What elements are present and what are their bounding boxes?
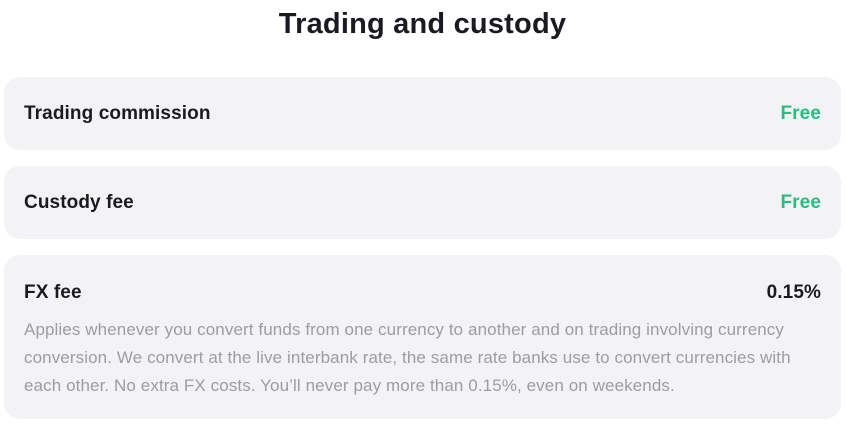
fee-label-trading-commission: Trading commission xyxy=(24,102,211,124)
fee-label-fx-fee: FX fee xyxy=(24,282,82,303)
fee-label-custody-fee: Custody fee xyxy=(24,191,134,213)
section-title: Trading and custody xyxy=(278,8,567,40)
fee-description-fx-fee: Applies whenever you convert funds from … xyxy=(24,320,791,395)
fee-card-custody-fee: Custody fee Free xyxy=(4,166,841,239)
fee-value-custody-fee: Free xyxy=(780,191,821,213)
fee-row: Custody fee Free xyxy=(24,192,821,214)
fee-value-trading-commission: Free xyxy=(780,102,821,124)
fee-value-fx-fee: 0.15% xyxy=(766,282,821,303)
fee-card-fx-fee: FX fee 0.15% Applies whenever you conver… xyxy=(4,255,841,419)
fee-row: Trading commission Free xyxy=(24,103,821,125)
fee-card-trading-commission: Trading commission Free xyxy=(4,77,841,150)
fees-section: Trading and custody Trading commission F… xyxy=(0,6,845,419)
fee-row: FX fee 0.15% xyxy=(24,279,821,307)
